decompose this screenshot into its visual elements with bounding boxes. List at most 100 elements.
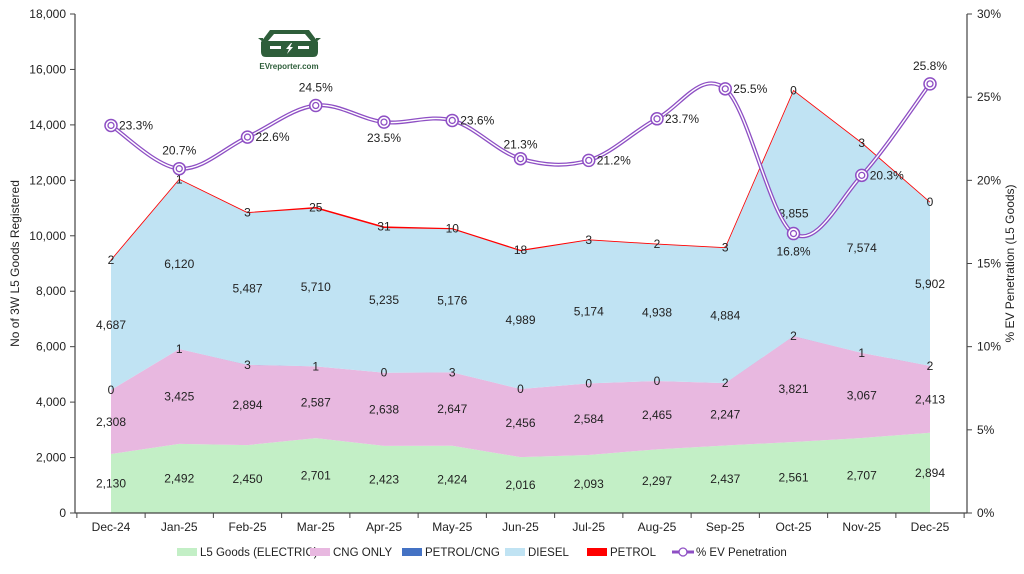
x-tick-label: Dec-24 <box>92 520 131 534</box>
data-label: 2,894 <box>232 398 262 412</box>
y-tick-label: 0 <box>59 506 66 520</box>
data-label: 2,561 <box>778 471 808 485</box>
legend: L5 Goods (ELECTRIC) CNG ONLY PETROL/CNG DIE… <box>177 547 787 559</box>
legend-label: L5 Goods (ELECTRIC) <box>200 547 318 559</box>
area-layer <box>110 89 931 513</box>
ev-point <box>172 161 186 176</box>
legend-swatch <box>505 548 525 556</box>
data-label: 2,297 <box>642 474 672 488</box>
x-tick-label: Jun-25 <box>502 520 539 534</box>
data-label: 3 <box>449 365 456 379</box>
ev-pct-label: 16.8% <box>776 245 810 259</box>
ev-point <box>650 112 664 126</box>
data-label: 3 <box>722 241 729 255</box>
data-label: 2,437 <box>710 472 740 486</box>
data-label: 2,701 <box>301 469 331 483</box>
data-label: 3 <box>585 233 592 247</box>
ev-point-inner <box>448 116 456 125</box>
legend-item: PETROL <box>587 547 657 559</box>
data-label: 5,710 <box>301 280 331 294</box>
y2-axis-title: % EV Penetration (L5 Goods) <box>1003 184 1017 342</box>
y2-tick-label: 30% <box>977 7 1001 21</box>
data-label: 31 <box>377 220 391 234</box>
y2-tick-label: 5% <box>977 423 995 437</box>
y-tick-label: 2,000 <box>36 451 66 465</box>
legend-label: % EV Penetration <box>696 547 787 559</box>
data-label: 2,707 <box>847 468 877 482</box>
data-label: 3,821 <box>778 382 808 396</box>
y-tick-label: 18,000 <box>29 7 66 21</box>
ev-point-inner <box>926 80 934 88</box>
ev-point <box>240 130 255 144</box>
data-label: 1 <box>176 172 183 186</box>
legend-label: PETROL <box>610 547 657 559</box>
legend-swatch <box>587 548 607 556</box>
legend-label: DIESEL <box>528 547 570 559</box>
x-tick-label: Apr-25 <box>366 520 402 534</box>
data-label: 0 <box>108 383 115 397</box>
ev-pct-label: 24.5% <box>299 80 333 94</box>
ev-point <box>309 98 323 113</box>
ev-point <box>104 118 118 133</box>
data-label: 10 <box>446 222 460 236</box>
area-cng-only <box>111 336 930 458</box>
legend-label: CNG ONLY <box>333 547 393 559</box>
y-tick-label: 4,000 <box>36 395 66 409</box>
legend-item: PETROL/CNG <box>402 547 500 559</box>
x-tick-label: Oct-25 <box>775 520 811 534</box>
legend-marker <box>678 547 688 557</box>
data-label: 2,456 <box>505 416 535 430</box>
ev-point-inner <box>175 165 183 173</box>
data-label: 0 <box>585 376 592 390</box>
x-tick-label: Aug-25 <box>638 520 677 534</box>
area-l5-goods-electric- <box>111 432 930 513</box>
data-label: 3,425 <box>164 389 194 403</box>
ev-point-inner <box>380 118 388 126</box>
logo-text: EVreporter.com <box>259 62 318 71</box>
ev-point <box>445 113 459 128</box>
ev-pct-label: 20.7% <box>162 144 196 158</box>
x-tick-label: Jan-25 <box>161 520 198 534</box>
ev-point <box>377 115 391 129</box>
ev-penetration-line: 23.3% 20.7% 22.6% 24.5% 23.5% 23.6% 21.3% 21.2%… <box>104 59 947 259</box>
x-tick-label: Mar-25 <box>297 520 335 534</box>
data-label: 2 <box>790 329 797 343</box>
data-label: 3 <box>244 358 251 372</box>
ev-point-inner <box>585 156 593 165</box>
y2-tick-label: 0% <box>977 506 995 520</box>
y2-tick-label: 10% <box>977 340 1001 354</box>
y-tick-label: 12,000 <box>29 173 66 187</box>
area-diesel <box>111 90 930 390</box>
legend-label: PETROL/CNG <box>425 547 500 559</box>
data-label: 0 <box>517 382 524 396</box>
ev-point-inner <box>653 115 661 123</box>
data-label: 0 <box>927 195 934 209</box>
ev-pct-label: 23.5% <box>367 131 401 145</box>
data-label: 5,487 <box>232 282 262 296</box>
ev-pct-label: 25.8% <box>913 59 947 73</box>
ev-pct-label: 21.3% <box>503 138 537 152</box>
legend-item: L5 Goods (ELECTRIC) <box>177 547 318 559</box>
data-label: 5,174 <box>574 305 604 319</box>
ev-pct-label: 23.7% <box>665 112 699 126</box>
data-label: 4,687 <box>96 318 126 332</box>
legend-item: % EV Penetration <box>672 547 787 559</box>
data-label: 0 <box>790 84 797 98</box>
x-tick-label: Jul-25 <box>572 520 605 534</box>
data-label: 2 <box>722 376 729 390</box>
evreporter-logo: EVreporter.com <box>258 30 321 71</box>
ev-point-inner <box>858 171 866 179</box>
data-label: 1 <box>858 346 865 360</box>
data-label: 2,647 <box>437 402 467 416</box>
data-label: 2,424 <box>437 472 467 486</box>
data-label: 2 <box>927 359 934 373</box>
data-label: 2,247 <box>710 407 740 421</box>
x-tick-label: Nov-25 <box>842 520 881 534</box>
ev-point-inner <box>721 85 729 93</box>
data-label: 4,989 <box>505 313 535 327</box>
y-tick-label: 16,000 <box>29 62 66 76</box>
ev-point <box>513 151 528 166</box>
legend-item: DIESEL <box>505 547 570 559</box>
ev-point <box>923 77 937 91</box>
